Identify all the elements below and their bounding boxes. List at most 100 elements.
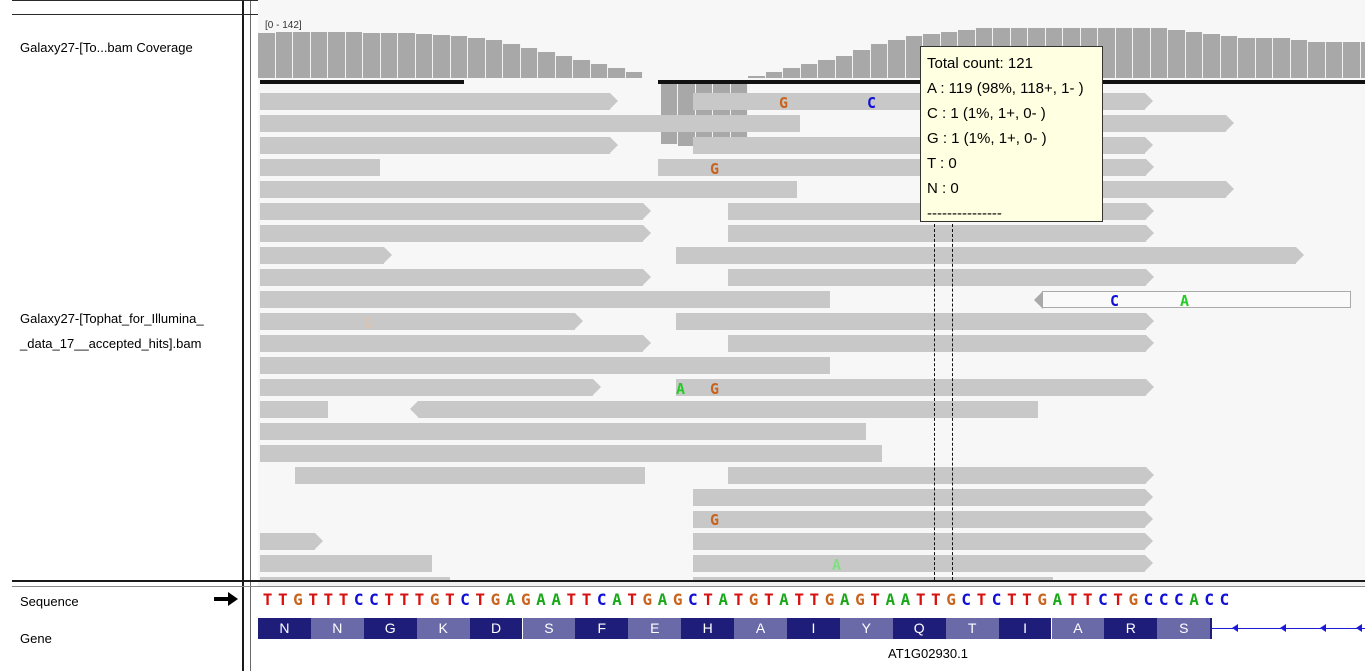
aligned-read[interactable] [693,533,1153,550]
aligned-read[interactable] [676,313,1154,330]
sequence-base: A [900,590,911,609]
sequence-base: T [445,590,455,609]
aligned-read[interactable] [260,533,323,550]
sequence-base: T [399,590,410,609]
sequence-base: A [779,590,789,609]
coverage-bar [520,48,538,78]
sequence-base: G [642,590,653,609]
aligned-read[interactable] [728,225,1154,242]
sequence-base: C [1098,590,1108,609]
gene-name[interactable]: AT1G02930.1 [888,646,968,661]
coverage-bar [660,82,678,144]
sequence-base: T [262,590,273,609]
aligned-read[interactable] [676,247,1304,264]
sequence-base: T [1022,590,1032,609]
sequence-base: G [748,590,759,609]
aligned-read[interactable] [728,269,1154,286]
coverage-bar [1273,38,1291,78]
sequence-base: C [353,590,364,609]
coverage-bar [853,50,871,78]
aligned-read[interactable] [693,577,1053,580]
aligned-read[interactable] [260,313,583,330]
alignment-track-label-line1[interactable]: Galaxy27-[Tophat_for_Illumina_ [20,311,204,326]
alignment-track-label-line2[interactable]: _data_17__accepted_hits].bam [20,336,202,351]
coverage-bar [1220,36,1238,78]
aligned-read[interactable] [728,467,1154,484]
amino-acid: N [258,618,311,639]
sequence-base: T [384,590,394,609]
aligned-read[interactable] [260,225,651,242]
alignment-data-panel[interactable] [258,0,1365,580]
coverage-bar [888,40,906,78]
coverage-bar [1238,38,1256,78]
aligned-read[interactable] [260,577,450,580]
sequence-base: G [824,590,835,609]
aligned-read[interactable] [693,511,1153,528]
aligned-read[interactable] [260,115,800,132]
coverage-bar [555,56,573,78]
aligned-read[interactable] [260,137,618,154]
sequence-base: T [703,590,713,609]
coverage-bar [713,82,731,144]
coverage-popup[interactable]: Total count: 121 A : 119 (98%, 118+, 1- … [920,46,1103,222]
aligned-read[interactable] [260,357,830,374]
sequence-base: G [946,590,956,609]
aligned-read[interactable] [410,401,1038,418]
aligned-read[interactable] [260,335,651,352]
aligned-read[interactable] [676,379,1154,396]
aligned-read[interactable] [260,445,882,462]
sequence-base: T [581,590,592,609]
aligned-read[interactable] [693,555,1153,572]
coverage-track-label[interactable]: Galaxy27-[To...bam Coverage [20,40,193,55]
aligned-read[interactable] [260,181,797,198]
sequence-base: A [1189,590,1199,609]
sequence-base: G [520,590,531,609]
aligned-read[interactable] [260,247,392,264]
sequence-track-label[interactable]: Sequence [20,594,79,609]
sequence-base: T [627,590,637,609]
aligned-read[interactable] [260,423,866,440]
coverage-bar [835,56,853,78]
coverage-bar [345,32,363,78]
amino-acid: D [469,618,523,639]
sequence-base: A [536,590,546,609]
mismatch-base: G [710,511,720,529]
aligned-read[interactable] [260,291,830,308]
sequence-base: G [672,590,683,609]
coverage-bar [380,33,398,78]
aligned-read[interactable] [728,335,1154,352]
panel-divider[interactable] [242,0,258,671]
coverage-bar [468,38,486,78]
sequence-base: T [414,590,425,609]
coverage-bar [1343,42,1361,78]
coverage-bar [433,35,451,78]
track-name-panel [12,0,242,671]
mismatch-base: G [710,380,720,398]
sequence-base: A [885,590,896,609]
sequence-base: A [505,590,516,609]
aligned-read[interactable] [295,467,645,484]
aligned-read[interactable] [693,489,1153,506]
mismatch-base: A [832,556,842,574]
popup-c-count: C : 1 (1%, 1+, 0- ) [927,105,1046,122]
aligned-read[interactable] [260,203,651,220]
coverage-range-label: [0 - 142] [265,20,302,31]
aligned-read[interactable] [260,93,618,110]
amino-acid: N [310,618,364,639]
aligned-read[interactable] [260,379,601,396]
amino-acid: T [945,618,999,639]
sequence-base: T [915,590,926,609]
gene-track-label[interactable]: Gene [20,631,52,646]
coverage-bar [258,33,276,78]
coverage-bar [590,64,608,78]
selected-read[interactable] [1034,291,1351,309]
strand-direction-icon [1320,624,1326,632]
strand-arrow-icon[interactable] [214,592,238,606]
aligned-read[interactable] [260,269,651,286]
aligned-read[interactable] [260,401,328,418]
aligned-read[interactable] [260,555,432,572]
sequence-base: C [460,590,470,609]
aligned-read[interactable] [260,159,380,176]
sequence-base: T [809,590,820,609]
